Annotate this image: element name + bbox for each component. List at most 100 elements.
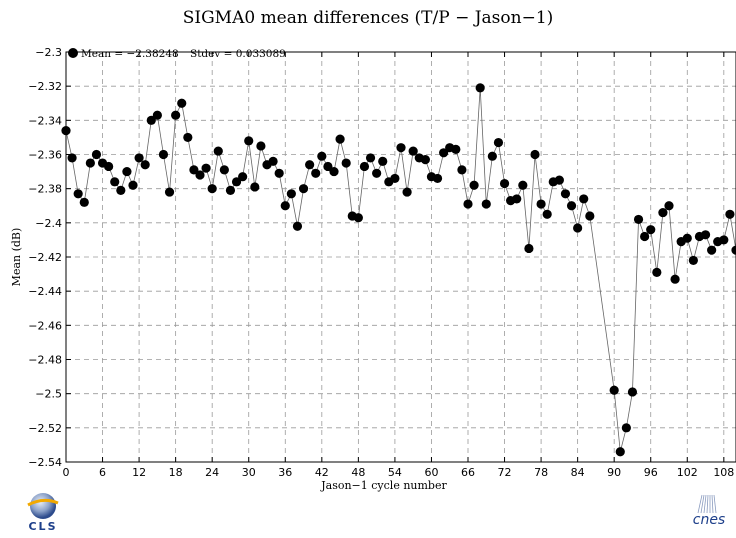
x-tick-label: 72 [498,466,512,479]
x-axis-label: Jason−1 cycle number [320,479,447,492]
x-tick-label: 78 [534,466,548,479]
x-tick-label: 66 [461,466,475,479]
data-point [390,173,400,184]
data-point [353,213,363,223]
x-tick-label: 48 [351,466,365,479]
data-point [134,153,144,163]
grid-layer [66,52,736,462]
data-point [146,115,156,125]
data-point [420,155,430,165]
data-point [280,201,290,211]
data-point [104,161,114,172]
data-point [79,197,89,207]
data-point [213,146,223,156]
data-point [286,189,296,199]
y-tick-label: −2.4 [35,217,62,230]
legend-marker [68,48,78,58]
x-tick-label: 18 [169,466,183,479]
data-point [110,177,120,187]
data-point [335,134,345,144]
data-point [365,153,376,163]
data-point [621,423,631,433]
data-point [664,201,674,211]
data-point [189,165,199,175]
data-point [463,199,473,209]
data-point [652,267,662,277]
data-point [469,180,479,190]
data-point [481,199,491,209]
data-point [359,161,370,172]
y-axis-label: Mean (dB) [10,228,23,287]
data-point [292,221,303,231]
data-point [573,223,583,233]
y-tick-label: −2.46 [28,319,62,332]
data-point [524,243,534,254]
data-point [73,189,83,199]
x-tick-label: 12 [132,466,146,479]
y-tick-label: −2.54 [28,456,62,469]
data-point [670,274,680,284]
data-point [183,132,193,143]
data-point [122,166,132,177]
data-point [171,110,181,120]
data-point [91,149,102,160]
y-tick-label: −2.48 [28,354,62,367]
y-tick-label: −2.44 [28,285,62,298]
data-point [116,185,126,195]
y-tick-label: −2.34 [28,114,62,127]
cls-logo-text: CLS [28,520,58,533]
data-point [560,189,571,199]
legend-mean: Mean = −2.38248 [81,48,179,60]
y-tick-label: −2.3 [35,46,62,59]
x-tick-label: 24 [205,466,219,479]
x-tick-label: 0 [63,466,70,479]
cnes-logo [676,491,736,537]
data-point [609,385,619,395]
data-point [499,178,510,189]
data-point [207,184,217,194]
data-point [731,245,736,255]
x-tick-label: 108 [713,466,734,479]
cls-globe-icon [27,493,59,519]
series-line [65,87,736,452]
data-point [536,199,546,209]
x-tick-label: 96 [644,466,658,479]
data-point [439,148,449,158]
tick-layer: 0 6 12 18 24 30 36 42 48 54 60 66 72 78 84 90 96 102 108 −2… [28,46,734,479]
x-tick-label: 42 [315,466,329,479]
data-point [719,235,729,245]
data-point [140,160,150,170]
data-point [250,182,260,192]
data-point [378,156,388,166]
data-point [408,146,418,156]
data-point [158,149,169,160]
data-point [85,158,95,168]
data-point [700,230,711,240]
data-point [195,170,205,180]
data-point [177,98,187,108]
x-tick-label: 30 [242,466,256,479]
x-tick-label: 54 [388,466,402,479]
data-point [707,245,717,255]
data-point [627,387,638,397]
data-point [542,209,552,219]
data-point [317,151,327,161]
x-tick-label: 90 [607,466,621,479]
data-point [61,125,71,136]
data-point [311,168,321,178]
data-point [238,172,248,182]
data-point [566,201,577,211]
data-point [372,168,382,178]
data-point [67,153,77,163]
data-point [646,225,656,235]
x-tick-label: 60 [424,466,438,479]
y-tick-label: −2.32 [28,80,62,93]
data-point [396,143,406,153]
data-point [341,158,351,168]
data-point [688,255,698,266]
data-point [305,160,315,170]
data-point [323,161,333,172]
data-point [268,156,278,166]
x-tick-label: 36 [278,466,292,479]
